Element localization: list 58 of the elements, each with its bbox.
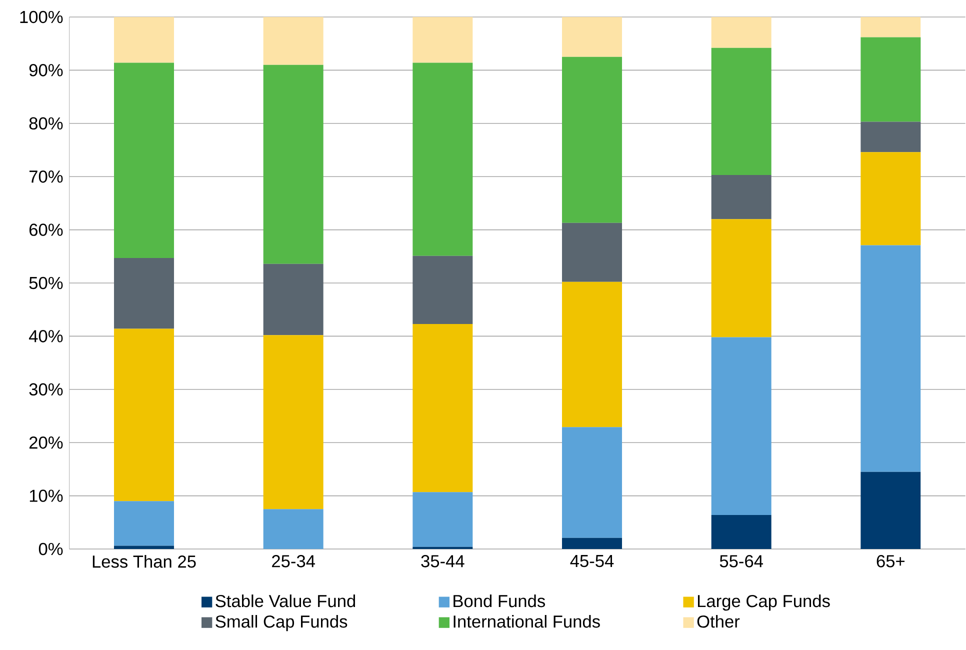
y-tick-label: 50%	[29, 276, 63, 290]
legend-label: Small Cap Funds	[216, 614, 348, 632]
bar	[711, 48, 772, 175]
bar	[562, 538, 622, 550]
y-tick-label: 10%	[30, 490, 63, 502]
x-tick-label: 55-64	[720, 555, 763, 568]
bar	[562, 56, 622, 223]
x-tick-label: 65+	[876, 555, 905, 568]
bar	[860, 16, 921, 38]
bar	[860, 37, 921, 122]
bar	[711, 16, 772, 48]
bar	[114, 501, 174, 546]
bar	[412, 256, 473, 324]
bar	[860, 122, 921, 152]
bar	[412, 324, 473, 492]
y-tick-label: 20%	[29, 436, 63, 449]
bar	[860, 472, 921, 550]
bar	[263, 264, 324, 336]
bar	[562, 222, 622, 282]
x-tick-label: Less Than 25	[92, 555, 196, 568]
legend-label: Bond Funds	[454, 594, 545, 608]
x-tick-label: 45-54	[570, 555, 614, 568]
x-tick-label: 35-44	[421, 555, 464, 568]
bar	[562, 282, 622, 428]
bar	[263, 335, 324, 510]
y-tick-label: 30%	[29, 383, 63, 396]
y-tick-label: 90%	[29, 64, 63, 76]
bar	[412, 546, 473, 550]
legend-label: Stable Value Fund	[216, 594, 356, 608]
legend-label: Other	[697, 614, 740, 628]
bar	[114, 328, 174, 502]
bar	[860, 152, 921, 246]
bar	[114, 16, 174, 63]
y-tick-label: 80%	[29, 117, 63, 130]
bar	[412, 492, 473, 547]
y-tick-label: 40%	[28, 330, 63, 342]
y-tick-label: 0%	[38, 542, 63, 556]
legend-label: Large Cap Funds	[698, 594, 830, 611]
y-tick-label: 60%	[29, 224, 63, 236]
bar	[114, 258, 174, 329]
bar	[711, 337, 772, 515]
bar	[711, 219, 772, 338]
bar	[114, 62, 174, 258]
bar	[263, 64, 324, 264]
bar	[114, 546, 174, 550]
x-tick-label: 25-34	[272, 555, 315, 568]
bar	[263, 16, 324, 65]
bar	[263, 509, 324, 550]
bar	[412, 62, 473, 256]
bar	[562, 427, 622, 538]
y-tick-label: 100%	[20, 10, 63, 24]
bar	[860, 245, 921, 472]
bar	[711, 514, 772, 550]
bar	[562, 16, 622, 57]
bar	[711, 175, 772, 220]
y-tick-label: 70%	[30, 170, 63, 183]
bar	[412, 16, 473, 63]
legend-label: International Funds	[454, 614, 600, 628]
